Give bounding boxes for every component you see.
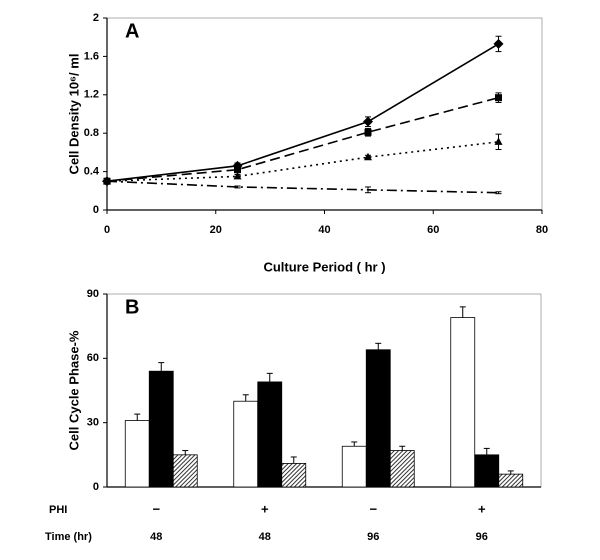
x-tick-label: 20: [210, 224, 222, 236]
category-label: −: [152, 501, 160, 516]
plot-frame: [106, 17, 543, 211]
category-label: +: [478, 501, 486, 516]
bar: [233, 400, 259, 488]
series-line: [106, 180, 499, 194]
bar: [365, 349, 391, 488]
category-label: 48: [259, 531, 271, 543]
series-line: [106, 43, 499, 182]
y-tick-label: 2: [93, 12, 99, 24]
y-tick-label: 60: [87, 352, 99, 364]
category-label: 48: [150, 531, 162, 543]
y-tick-label: 0: [93, 481, 99, 493]
y-tick-label: 0: [93, 204, 99, 216]
bar: [498, 473, 524, 488]
category-label: 96: [476, 531, 488, 543]
bar: [124, 420, 150, 488]
bar: [341, 445, 367, 488]
series-line: [106, 96, 499, 182]
bar: [148, 370, 174, 488]
marker: [493, 38, 504, 49]
bar: [450, 317, 476, 488]
marker: [234, 166, 241, 174]
y-axis-label: Cell Cycle Phase-%: [66, 330, 81, 450]
bar: [474, 454, 500, 488]
category-label: 96: [367, 531, 379, 543]
y-tick-label: 0.4: [84, 166, 100, 178]
category-label: +: [261, 501, 269, 516]
x-tick-label: 0: [104, 224, 110, 236]
bar: [257, 381, 283, 488]
y-tick-label: 1.6: [84, 50, 99, 62]
series-line: [106, 141, 499, 182]
x-tick-label: 60: [427, 224, 439, 236]
category-label: −: [369, 501, 377, 516]
y-axis-label: Cell Density 10⁶/ ml: [66, 54, 81, 175]
y-tick-label: 30: [87, 417, 99, 429]
bar: [389, 450, 415, 488]
bar: [281, 463, 307, 488]
marker: [233, 171, 242, 180]
x-axis-label: Culture Period ( hr ): [263, 259, 385, 274]
marker: [364, 128, 372, 136]
row-label: Time (hr): [45, 531, 92, 543]
marker: [364, 152, 372, 161]
row-label: PHI: [49, 504, 67, 516]
x-tick-label: 40: [318, 224, 330, 236]
marker: [494, 137, 503, 145]
panel-label: B: [125, 296, 139, 318]
y-tick-label: 0.8: [84, 127, 99, 139]
bar: [172, 454, 198, 488]
x-tick-label: 80: [536, 224, 548, 236]
y-tick-label: 90: [87, 288, 99, 300]
panel-label: A: [125, 20, 139, 42]
marker: [495, 94, 502, 102]
marker: [363, 116, 373, 127]
y-tick-label: 1.2: [84, 89, 99, 101]
